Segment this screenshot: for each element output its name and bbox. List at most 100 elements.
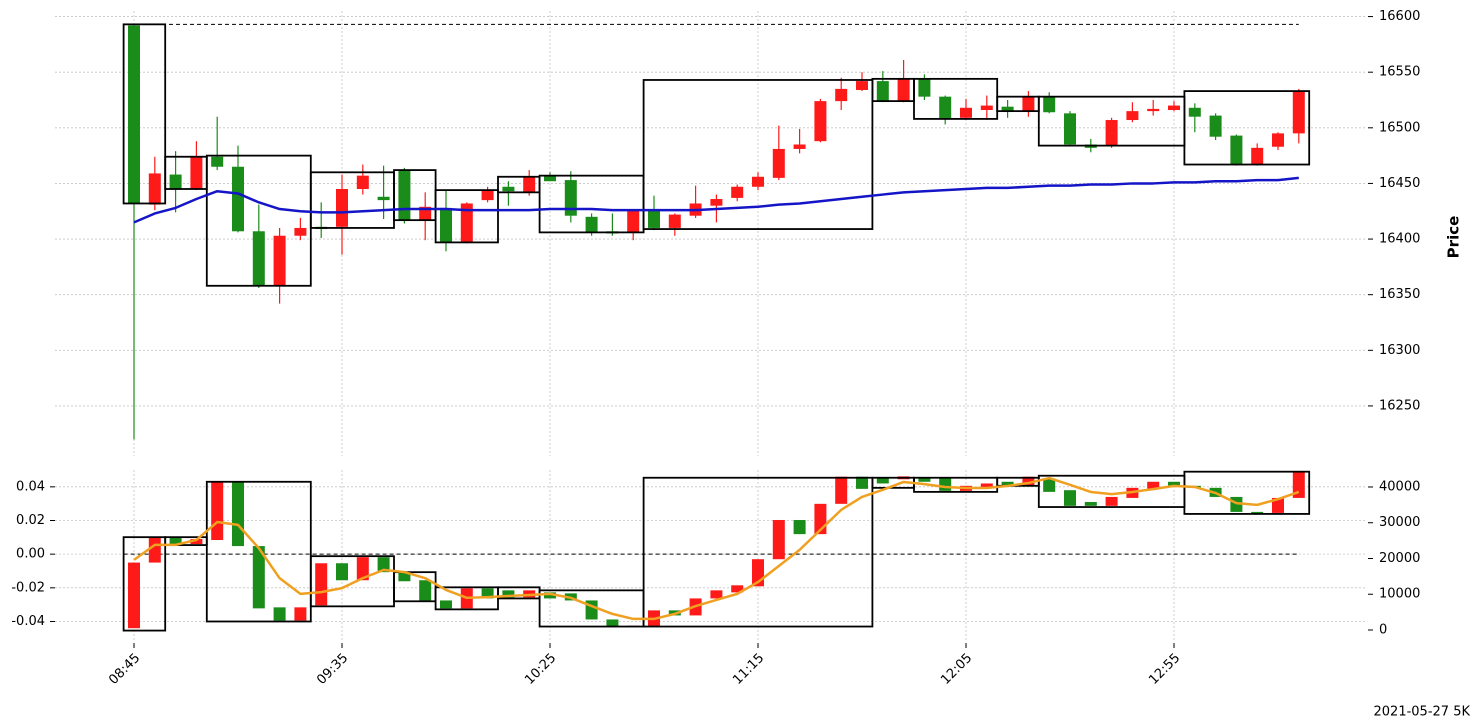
candle-body	[772, 519, 785, 560]
y2-tick-label: 0	[1379, 622, 1387, 637]
candle-body	[939, 478, 952, 491]
candle-body	[876, 81, 889, 102]
y-tick-label: 0.04	[16, 479, 45, 494]
candle-body	[606, 619, 619, 627]
candle-body	[232, 481, 244, 547]
range-box	[642, 79, 874, 230]
candle-body	[835, 88, 848, 102]
candle-body	[1230, 135, 1243, 165]
y-axis-label: Price	[1445, 216, 1463, 259]
candle-body	[460, 203, 473, 243]
candle-body	[1292, 471, 1305, 498]
candle-body	[294, 607, 307, 621]
candle-body	[793, 144, 806, 149]
candle-body	[793, 519, 806, 535]
range-box	[1183, 470, 1311, 515]
candle-body	[980, 105, 993, 111]
candle-body	[1001, 106, 1014, 112]
candle-body	[710, 199, 723, 206]
candle-body	[960, 107, 972, 118]
candle-body	[668, 214, 681, 228]
y-tick-label: 16550	[1379, 65, 1420, 80]
candle-body	[1251, 147, 1264, 165]
candle-body	[419, 580, 432, 601]
candle-body	[128, 562, 140, 629]
candle-body	[169, 538, 182, 545]
candle-body	[731, 585, 744, 593]
candle-body	[1188, 107, 1201, 117]
candle-body	[440, 600, 452, 609]
candle-body	[211, 156, 224, 167]
range-box	[205, 480, 312, 623]
y-tick-label: 16600	[1379, 9, 1420, 24]
candle-body	[273, 607, 286, 621]
candle-body	[544, 592, 556, 599]
candle-body	[273, 235, 286, 286]
y-tick-label: 16500	[1379, 120, 1420, 135]
candle-body	[440, 207, 452, 243]
y-tick-label: 16400	[1379, 232, 1420, 247]
candle-body	[1251, 511, 1264, 514]
candle-body	[211, 481, 224, 541]
candle-body	[1209, 115, 1222, 137]
candle-body	[835, 476, 848, 504]
candle-body	[1147, 481, 1160, 489]
candle-body	[897, 78, 910, 102]
x-tick-label: 12:05	[938, 651, 975, 688]
candle-body	[398, 170, 411, 221]
candle-body	[398, 572, 411, 582]
candle-body	[1168, 105, 1180, 111]
candle-body	[377, 557, 390, 573]
candle-body	[1022, 476, 1035, 486]
candle-body	[918, 78, 931, 97]
annotation: 2021-05-27 5K	[1374, 705, 1471, 720]
candle-body	[564, 180, 577, 216]
candle-body	[1043, 478, 1056, 492]
y2-tick-label: 40000	[1379, 479, 1420, 494]
y-tick-label: 16450	[1379, 176, 1420, 191]
x-tick-label: 12:55	[1146, 651, 1183, 688]
candle-body	[523, 176, 536, 193]
candle-body	[648, 209, 660, 228]
candle-body	[356, 557, 369, 581]
candle-body	[294, 227, 307, 236]
candle-body	[1272, 497, 1284, 513]
candle-body	[980, 483, 993, 489]
candle-body	[1064, 113, 1076, 145]
candle-body	[856, 81, 868, 90]
candle-body	[377, 196, 390, 201]
candle-body	[1292, 91, 1305, 134]
y-tick-label: 0.02	[16, 513, 45, 528]
candle-body	[1043, 96, 1056, 113]
candle-body	[939, 96, 952, 119]
candle-body	[856, 476, 868, 489]
candle-body	[1001, 481, 1014, 486]
candle-body	[772, 148, 785, 178]
candle-body	[1105, 496, 1118, 506]
y-tick-label: 0.00	[16, 547, 45, 562]
candle-body	[1022, 96, 1035, 112]
candle-body	[232, 166, 244, 232]
range-box	[122, 23, 167, 205]
candle-body	[544, 175, 556, 182]
candle-body	[585, 216, 598, 233]
y-tick-label: -0.04	[11, 614, 45, 629]
candle-body	[1147, 108, 1160, 112]
candle-body	[918, 478, 931, 482]
candle-body	[148, 173, 161, 205]
candle-body	[128, 25, 140, 204]
candle-body	[481, 190, 494, 201]
candle-body	[731, 186, 744, 198]
candle-body	[252, 231, 265, 286]
candle-body	[627, 210, 640, 233]
y2-tick-label: 20000	[1379, 551, 1420, 566]
candle-body	[356, 175, 369, 189]
y2-tick-label: 30000	[1379, 515, 1420, 530]
candle-body	[502, 186, 515, 192]
candle-body	[190, 156, 203, 189]
candle-body	[336, 189, 348, 227]
range-box	[1183, 90, 1311, 166]
y-tick-label: 16250	[1379, 398, 1420, 413]
candle-body	[1105, 120, 1118, 146]
